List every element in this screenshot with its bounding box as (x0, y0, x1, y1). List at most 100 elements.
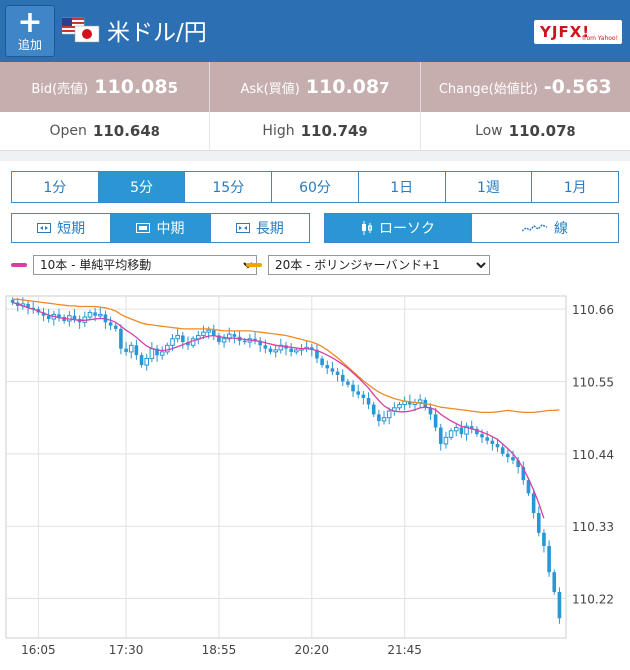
bid-main: 110.08 (94, 76, 168, 98)
open-label: Open (49, 123, 87, 139)
candle-body (552, 572, 557, 592)
change-cell: Change(始値比) -0.563 (421, 62, 630, 112)
candle-body (542, 532, 546, 546)
candle-body (485, 437, 490, 441)
add-button-label: 追加 (17, 38, 42, 52)
candlestick-icon (362, 221, 372, 235)
change-value: -0.563 (543, 76, 612, 98)
candle-body (506, 453, 510, 458)
candle-body (346, 381, 350, 385)
plus-icon: + (17, 5, 43, 40)
candle-body (217, 335, 221, 343)
candle-body (242, 340, 247, 343)
candle-body (258, 340, 263, 346)
y-tick-label: 110.66 (572, 303, 614, 317)
candle-body (536, 513, 541, 533)
timeframe-button[interactable]: 1月 (563, 180, 587, 196)
bid-label: Bid(売値) (31, 81, 89, 97)
candle-body (87, 311, 93, 318)
timeframe-button[interactable]: 60分 (272, 172, 359, 202)
candle-body (211, 330, 216, 336)
high-main: 110.74 (300, 122, 359, 140)
ask-cell: Ask(買値) 110.087 (210, 62, 421, 112)
timeframe-button[interactable]: 1日 (359, 172, 446, 202)
ask-last-digit: 7 (379, 79, 390, 97)
ask-value: 110.087 (306, 76, 390, 98)
add-button[interactable]: + 追加 (5, 5, 55, 57)
candle-body (351, 384, 355, 392)
candle-body (325, 365, 330, 369)
candle-body (221, 338, 227, 343)
candle-body (340, 374, 345, 382)
open-value: 110.648 (93, 122, 160, 140)
moving-average-line (12, 301, 545, 519)
candle-body (433, 414, 438, 428)
mid-term-icon (136, 223, 151, 233)
change-label: Change(始値比) (438, 81, 538, 97)
ma-select[interactable]: 10本 - 単純平均移動 (33, 255, 257, 275)
candle-body (97, 313, 103, 317)
period-long-label: 長期 (255, 221, 284, 237)
candle-body (309, 347, 314, 350)
candle-body (521, 467, 526, 481)
candle-body (356, 391, 361, 395)
low-label: Low (475, 123, 503, 139)
candle-body (330, 368, 335, 372)
candle-body (186, 342, 190, 346)
candle-body (181, 335, 185, 343)
candle-body (438, 427, 443, 444)
chart-type-selector: ローソク 線 (324, 213, 619, 243)
low-cell: Low 110.078 (421, 112, 630, 150)
x-tick-label: 20:20 (294, 643, 329, 657)
candle-body (428, 407, 433, 415)
candle-body (273, 349, 278, 353)
low-main: 110.07 (508, 122, 567, 140)
period-short-button[interactable]: 短期 (12, 214, 112, 242)
bb-select[interactable]: 20本 - ボリンジャーバンド+1 (268, 255, 490, 275)
candle-body (155, 348, 159, 356)
candle-body (253, 338, 257, 341)
low-last-digit: 8 (566, 125, 576, 140)
candle-body (26, 303, 30, 308)
candle-body (144, 357, 150, 366)
price-chart[interactable]: 110.66 110.55 110.44 110.33 110.22 16:05 17:30… (0, 284, 630, 670)
chart-type-candle-button[interactable]: ローソク (325, 214, 472, 242)
ma-color-swatch (11, 263, 27, 267)
candle-body (57, 314, 61, 318)
candle-body (175, 334, 180, 340)
candle-body (226, 333, 232, 340)
x-tick-label: 17:30 (109, 643, 144, 657)
candle-body (320, 358, 324, 366)
timeframe-button[interactable]: 1分 (12, 172, 99, 202)
candle-body (495, 443, 500, 448)
candle-body (397, 404, 402, 409)
period-long-button[interactable]: 長期 (211, 214, 309, 242)
candle-body (381, 417, 387, 422)
candle-body (366, 397, 371, 405)
open-last-digit: 8 (150, 125, 160, 140)
candle-body (469, 426, 474, 429)
short-term-icon (37, 223, 52, 233)
logo-subtext: from Yahoo! (582, 35, 618, 42)
bid-cell: Bid(売値) 110.085 (0, 62, 211, 112)
chart-type-candle-label: ローソク (379, 221, 435, 237)
stats-row: Open 110.648 High 110.749 Low 110.078 (0, 112, 630, 151)
candle-body (263, 345, 268, 349)
high-cell: High 110.749 (210, 112, 421, 150)
bid-value: 110.085 (94, 76, 178, 98)
period-mid-button[interactable]: 中期 (111, 214, 211, 242)
timeframe-button[interactable]: 1週 (446, 172, 533, 202)
y-tick-label: 110.33 (572, 520, 614, 534)
candle-body (170, 338, 175, 346)
chart-type-line-button[interactable]: 線 (472, 214, 618, 242)
timeframe-button[interactable]: 15分 (185, 172, 273, 202)
candle-body (278, 344, 284, 351)
timeframe-button[interactable]: 5分 (98, 172, 186, 202)
y-tick-label: 110.55 (572, 376, 614, 390)
period-short-label: 短期 (57, 221, 86, 237)
candle-body (531, 493, 536, 514)
chart-type-line-label: 線 (554, 221, 568, 237)
candle-body (500, 447, 505, 454)
y-tick-label: 110.44 (572, 448, 614, 462)
open-cell: Open 110.648 (0, 112, 211, 150)
